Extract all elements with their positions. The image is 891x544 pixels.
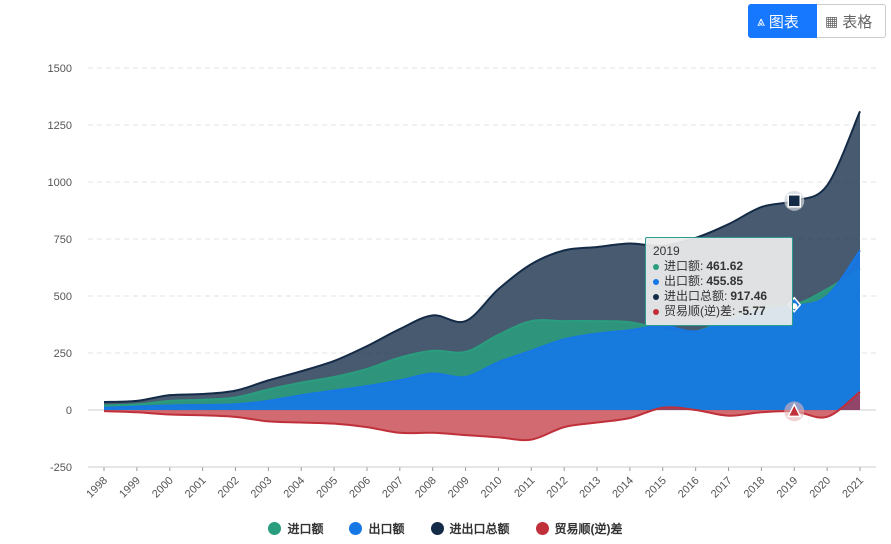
import-dot-icon — [653, 263, 659, 270]
x-tick-label: 2015 — [643, 475, 669, 501]
tooltip-row-export: 出口额: 455.85 — [653, 274, 785, 289]
x-tick-label: 2021 — [840, 475, 866, 501]
data-tooltip: 2019 进口额: 461.62 出口额: 455.85 进出口总额: 917.… — [645, 237, 793, 326]
y-tick-label: 250 — [54, 348, 72, 360]
tooltip-import-value: 461.62 — [706, 259, 744, 273]
y-tick-label: 1500 — [48, 63, 72, 75]
chart-view-button[interactable]: ⩓ 图表 — [748, 4, 817, 38]
tooltip-total-label: 进出口总额: — [664, 289, 728, 303]
chart-legend: 进口额 出口额 进出口总额 贸易顺(逆)差 — [0, 520, 891, 537]
area-balance — [104, 391, 860, 441]
export-dot-icon — [653, 278, 659, 285]
tooltip-export-label: 出口额: — [664, 274, 704, 288]
y-tick-label: 1000 — [48, 177, 72, 189]
export-legend-icon — [349, 522, 363, 535]
chart-view-label: 图表 — [768, 13, 799, 31]
legend-import-label: 进口额 — [287, 522, 324, 536]
x-tick-label: 2017 — [709, 475, 735, 501]
tooltip-year: 2019 — [653, 244, 680, 258]
table-view-label: 表格 — [842, 13, 873, 31]
x-tick-label: 2019 — [775, 475, 801, 501]
balance-legend-icon — [535, 522, 549, 535]
y-tick-label: -250 — [50, 462, 72, 474]
x-tick-label: 1999 — [117, 475, 143, 501]
x-tick-label: 2007 — [380, 475, 406, 501]
hover-markers — [784, 190, 805, 422]
x-tick-label: 2003 — [249, 475, 275, 501]
y-tick-label: 500 — [54, 291, 72, 303]
x-tick-label: 2004 — [282, 475, 308, 501]
tooltip-total-value: 917.46 — [730, 289, 768, 303]
legend-item-export[interactable]: 出口额 — [349, 520, 405, 537]
legend-total-label: 进出口总额 — [449, 522, 510, 536]
legend-item-total[interactable]: 进出口总额 — [430, 520, 510, 537]
legend-export-label: 出口额 — [368, 522, 405, 536]
tooltip-row-total: 进出口总额: 917.46 — [653, 289, 785, 304]
line-total — [103, 110, 861, 404]
y-tick-label: 1250 — [48, 120, 72, 132]
tooltip-balance-label: 贸易顺(逆)差: — [664, 304, 736, 318]
table-icon: ▦ — [825, 13, 839, 29]
view-toggle: ⩓ 图表 ▦ 表格 — [748, 4, 886, 38]
x-tick-label: 2014 — [610, 475, 636, 501]
x-tick-label: 2011 — [512, 475, 537, 500]
x-tick-label: 2018 — [742, 475, 768, 501]
x-tick-label: 2020 — [807, 475, 833, 501]
x-tick-label: 2005 — [314, 475, 340, 501]
y-tick-label: 0 — [66, 405, 72, 417]
tooltip-export-value: 455.85 — [706, 274, 744, 288]
x-tick-label: 2002 — [216, 475, 242, 501]
total-marker-icon — [787, 194, 802, 208]
x-tick-label: 2000 — [150, 475, 176, 501]
x-tick-label: 2008 — [413, 475, 439, 501]
x-tick-label: 2013 — [577, 475, 603, 501]
line-balance — [103, 390, 861, 442]
x-tick-label: 2001 — [183, 475, 209, 501]
x-tick-label: 2006 — [347, 475, 373, 501]
import-legend-icon — [268, 522, 282, 535]
total-legend-icon — [430, 522, 444, 535]
tooltip-row-import: 进口额: 461.62 — [653, 259, 785, 274]
series-areas — [103, 110, 861, 442]
trade-area-chart: 1500 1250 1000 750 500 250 0 -250 1998 1999 2000 20… — [48, 63, 876, 501]
y-tick-label: 750 — [54, 234, 72, 246]
area-export — [104, 250, 860, 410]
total-dot-icon — [653, 293, 659, 300]
x-tick-label: 1998 — [84, 475, 110, 501]
balance-marker-icon — [787, 402, 802, 418]
chart-icon: ⩓ — [757, 13, 765, 29]
legend-item-balance[interactable]: 贸易顺(逆)差 — [535, 520, 623, 537]
x-tick-label: 2010 — [479, 475, 505, 501]
balance-dot-icon — [653, 308, 659, 315]
table-view-button[interactable]: ▦ 表格 — [817, 4, 886, 38]
legend-balance-label: 贸易顺(逆)差 — [554, 522, 623, 536]
x-tick-label: 2012 — [544, 475, 570, 501]
x-tick-label: 2009 — [446, 475, 472, 501]
tooltip-import-label: 进口额: — [664, 259, 704, 273]
tooltip-row-balance: 贸易顺(逆)差: -5.77 — [653, 304, 785, 319]
legend-item-import[interactable]: 进口额 — [268, 520, 323, 537]
x-tick-label: 2016 — [676, 475, 702, 501]
tooltip-balance-value: -5.77 — [738, 304, 766, 318]
